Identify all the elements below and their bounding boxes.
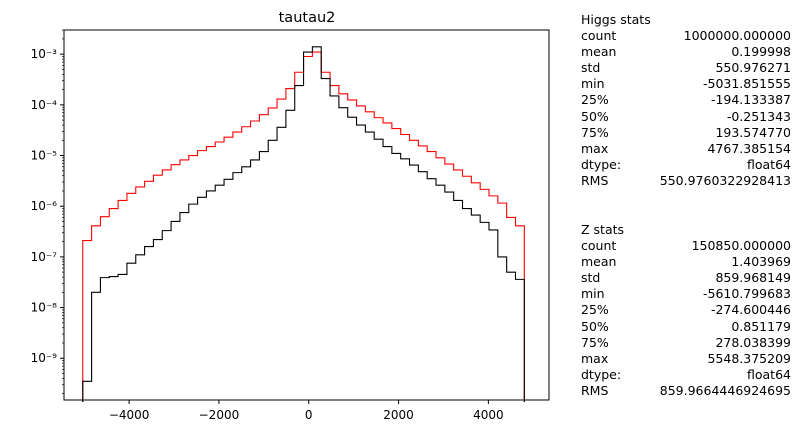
x-tick-label: 2000 <box>383 408 414 422</box>
x-tick-label: −4000 <box>109 408 150 422</box>
stats-value: 5548.375209 <box>707 350 791 366</box>
stats-key: 50% <box>581 108 609 124</box>
stats-key: RMS <box>581 172 609 188</box>
y-tick-label: 10⁻⁸ <box>31 301 58 315</box>
histogram-series-1 <box>82 46 525 402</box>
stats-row: 75% 278.038399 <box>581 335 791 351</box>
y-tick-label: 10⁻⁵ <box>31 149 58 163</box>
stats-row: 50% 0.851179 <box>581 319 791 335</box>
stats-value: float64 <box>747 366 791 382</box>
stats-value: 550.9760322928413 <box>659 172 791 188</box>
stats-row: mean 1.403969 <box>581 254 791 270</box>
stats-row: min -5031.851555 <box>581 76 791 92</box>
stats-row: std 550.976271 <box>581 60 791 76</box>
stats-value: 0.199998 <box>731 44 791 60</box>
histogram-series-0 <box>82 51 525 402</box>
stats-row: 50% -0.251343 <box>581 109 791 125</box>
stats-row: max 4767.385154 <box>581 141 791 157</box>
stats-row: mean 0.199998 <box>581 44 791 60</box>
y-tick-label: 10⁻³ <box>31 47 58 61</box>
stats-value: 278.038399 <box>715 334 791 350</box>
stats-row: 75% 193.574770 <box>581 125 791 141</box>
stats-key: min <box>581 286 605 302</box>
stats-key: std <box>581 270 601 286</box>
stats-value: -5031.851555 <box>702 76 791 92</box>
stats-value: 1000000.000000 <box>683 28 791 44</box>
y-tick-label: 10⁻⁹ <box>31 351 58 365</box>
stats-key: max <box>581 140 609 156</box>
stats-value: float64 <box>747 156 791 172</box>
stats-key: dtype: <box>581 366 622 382</box>
stats-key: mean <box>581 254 617 270</box>
stats-key: max <box>581 350 609 366</box>
stats-row: std 859.968149 <box>581 270 791 286</box>
x-tick-label: 4000 <box>473 408 504 422</box>
stats-row: dtype: float64 <box>581 157 791 173</box>
z-stats-table: Z stats count 150850.000000 mean 1.403969 st… <box>581 222 791 399</box>
stats-value: 4767.385154 <box>707 140 791 156</box>
stats-row: dtype: float64 <box>581 367 791 383</box>
stats-key: count <box>581 238 617 254</box>
stats-header: Higgs stats <box>581 12 651 27</box>
stats-key: RMS <box>581 382 609 398</box>
stats-value: 193.574770 <box>715 124 791 140</box>
stats-key: 25% <box>581 92 609 108</box>
stats-key: min <box>581 76 605 92</box>
x-tick-label: 0 <box>305 408 313 422</box>
chart-title: tautau2 <box>279 10 336 26</box>
y-tick-label: 10⁻⁴ <box>31 98 58 112</box>
stats-header: Z stats <box>581 222 625 237</box>
stats-value: -274.600446 <box>710 302 791 318</box>
stats-key: dtype: <box>581 156 622 172</box>
stats-value: -0.251343 <box>726 108 791 124</box>
stats-value: 859.9664446924695 <box>659 382 791 398</box>
stats-key: 50% <box>581 318 609 334</box>
stats-value: -5610.799683 <box>702 286 791 302</box>
stats-key: 75% <box>581 124 609 140</box>
y-tick-label: 10⁻⁶ <box>31 199 58 213</box>
stats-key: 25% <box>581 302 609 318</box>
stats-value: 150850.000000 <box>691 238 791 254</box>
stats-row: 25% -194.133387 <box>581 92 791 108</box>
x-tick-label: −2000 <box>199 408 240 422</box>
stats-key: count <box>581 28 617 44</box>
stats-row: max 5548.375209 <box>581 351 791 367</box>
stats-value: 0.851179 <box>731 318 791 334</box>
stats-row: min -5610.799683 <box>581 286 791 302</box>
stats-key: 75% <box>581 334 609 350</box>
histogram-chart: tautau2 −4000 −2000 0 2000 4000 10⁻³ 10⁻⁴ 10⁻⁵… <box>31 10 550 422</box>
stats-value: -194.133387 <box>710 92 791 108</box>
stats-value: 1.403969 <box>731 254 791 270</box>
stats-row: RMS 550.9760322928413 <box>581 173 791 189</box>
stats-row: RMS 859.9664446924695 <box>581 383 791 399</box>
stats-value: 859.968149 <box>715 270 791 286</box>
stats-row: count 150850.000000 <box>581 238 791 254</box>
plot-frame <box>63 29 550 401</box>
stats-row: 25% -274.600446 <box>581 302 791 318</box>
higgs-stats-table: Higgs stats count 1000000.000000 mean 0.199… <box>581 12 791 189</box>
y-tick-label: 10⁻⁷ <box>31 250 58 264</box>
stats-value: 550.976271 <box>715 60 791 76</box>
stats-key: std <box>581 60 601 76</box>
stats-row: count 1000000.000000 <box>581 28 791 44</box>
stats-key: mean <box>581 44 617 60</box>
